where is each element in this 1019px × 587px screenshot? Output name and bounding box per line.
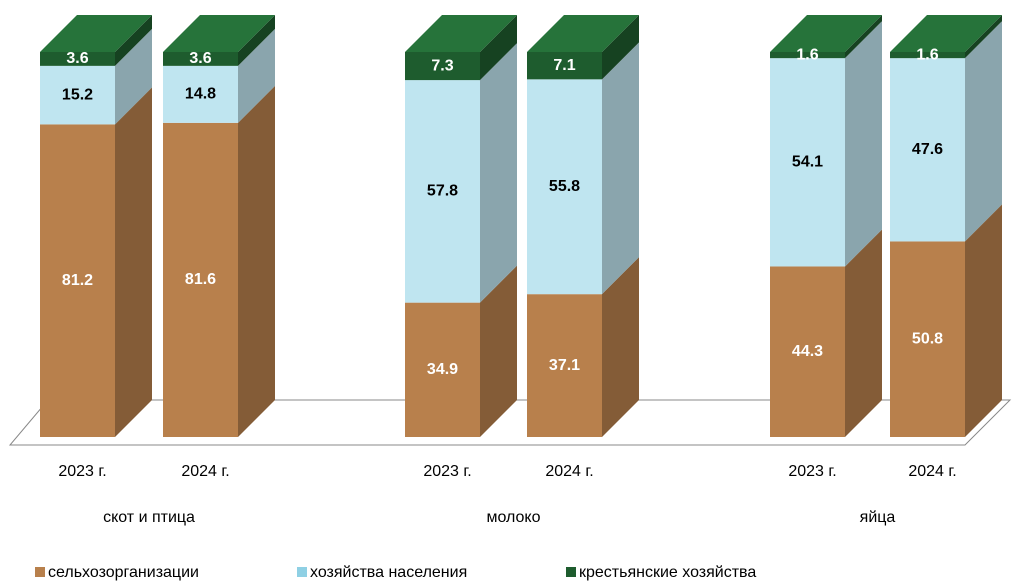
bar-segment	[163, 85, 275, 437]
x-tick-label: 2024 г.	[545, 463, 593, 480]
bar-face	[405, 302, 480, 437]
legend-swatch	[35, 567, 45, 577]
bar-segment	[890, 204, 1002, 437]
bar-face	[602, 42, 639, 295]
bar-face	[845, 15, 882, 59]
data-label: 14.8	[185, 86, 216, 103]
group-label: скот и птица	[103, 509, 195, 526]
bar-segment	[163, 28, 275, 123]
bar-segment	[40, 15, 152, 66]
data-label: 3.6	[66, 50, 88, 67]
bar-face	[480, 15, 517, 81]
bar-face	[238, 15, 275, 66]
data-label: 1.6	[796, 46, 818, 63]
bar-segment	[405, 15, 517, 81]
bar-face	[965, 21, 1002, 242]
x-tick-label: 2023 г.	[788, 463, 836, 480]
x-tick-label: 2023 г.	[423, 463, 471, 480]
bar-face	[405, 15, 517, 52]
bar-face	[480, 43, 517, 303]
bar-face	[770, 58, 845, 267]
data-label: 44.3	[792, 343, 823, 360]
bar-segment	[770, 21, 882, 267]
bar-face	[770, 266, 845, 437]
data-label: 7.3	[431, 57, 453, 74]
data-label: 37.1	[549, 357, 580, 374]
data-label: 47.6	[912, 141, 943, 158]
legend-label: хозяйства населения	[310, 564, 467, 581]
bar-face	[770, 52, 845, 59]
group-label: молоко	[486, 509, 540, 526]
bar-face	[40, 65, 115, 125]
bar-face	[845, 21, 882, 267]
bar-face	[527, 79, 602, 295]
bar-segment	[405, 265, 517, 437]
legend-label: крестьянские хозяйства	[579, 564, 756, 581]
bar-face	[163, 52, 238, 66]
data-label: 3.6	[189, 50, 211, 67]
data-label: 57.8	[427, 183, 458, 200]
bar-face	[115, 28, 152, 125]
bar-face	[163, 65, 238, 123]
bar-face	[115, 15, 152, 66]
bar-face	[965, 15, 1002, 59]
bar-face	[40, 52, 115, 66]
bar-face	[40, 124, 115, 437]
bar-face	[890, 241, 965, 437]
bar-face	[845, 229, 882, 437]
data-label: 34.9	[427, 361, 458, 378]
bar-segment	[40, 87, 152, 437]
bar-segment	[770, 229, 882, 437]
data-label: 54.1	[792, 154, 823, 171]
bar-face	[238, 28, 275, 123]
data-label: 81.6	[185, 271, 216, 288]
bar-face	[602, 15, 639, 80]
x-tick-label: 2024 г.	[908, 463, 956, 480]
data-label: 1.6	[916, 46, 938, 63]
group-label: яйца	[860, 509, 896, 526]
bar-face	[238, 85, 275, 437]
bar-segment	[890, 21, 1002, 242]
data-label: 81.2	[62, 272, 93, 289]
bar-face	[40, 15, 152, 52]
legend-swatch	[566, 567, 576, 577]
bar-face	[527, 52, 602, 80]
bar-face	[890, 15, 1002, 52]
data-label: 55.8	[549, 178, 580, 195]
bar-face	[527, 15, 639, 52]
bar-face	[115, 87, 152, 437]
bar-face	[527, 294, 602, 437]
bar-face	[890, 52, 965, 59]
bar-face	[163, 122, 238, 437]
bar-segment	[405, 43, 517, 303]
bar-face	[480, 265, 517, 437]
bar-segment	[527, 15, 639, 80]
bar-segment	[890, 15, 1002, 59]
bar-face	[405, 80, 480, 303]
bar-segment	[40, 28, 152, 125]
bar-segment	[770, 15, 882, 59]
bar-face	[965, 204, 1002, 437]
bar-segment	[527, 257, 639, 437]
bar-face	[163, 15, 275, 52]
bar-face	[602, 257, 639, 437]
legend-label: сельхозорганизации	[48, 564, 199, 581]
bar-segment	[527, 42, 639, 295]
bar-face	[770, 15, 882, 52]
data-label: 50.8	[912, 330, 943, 347]
bar-face	[890, 58, 965, 242]
legend-swatch	[297, 567, 307, 577]
data-label: 15.2	[62, 86, 93, 103]
bar-face	[405, 52, 480, 81]
x-tick-label: 2023 г.	[58, 463, 106, 480]
x-tick-label: 2024 г.	[181, 463, 229, 480]
data-label: 7.1	[553, 57, 575, 74]
bar-segment	[163, 15, 275, 66]
